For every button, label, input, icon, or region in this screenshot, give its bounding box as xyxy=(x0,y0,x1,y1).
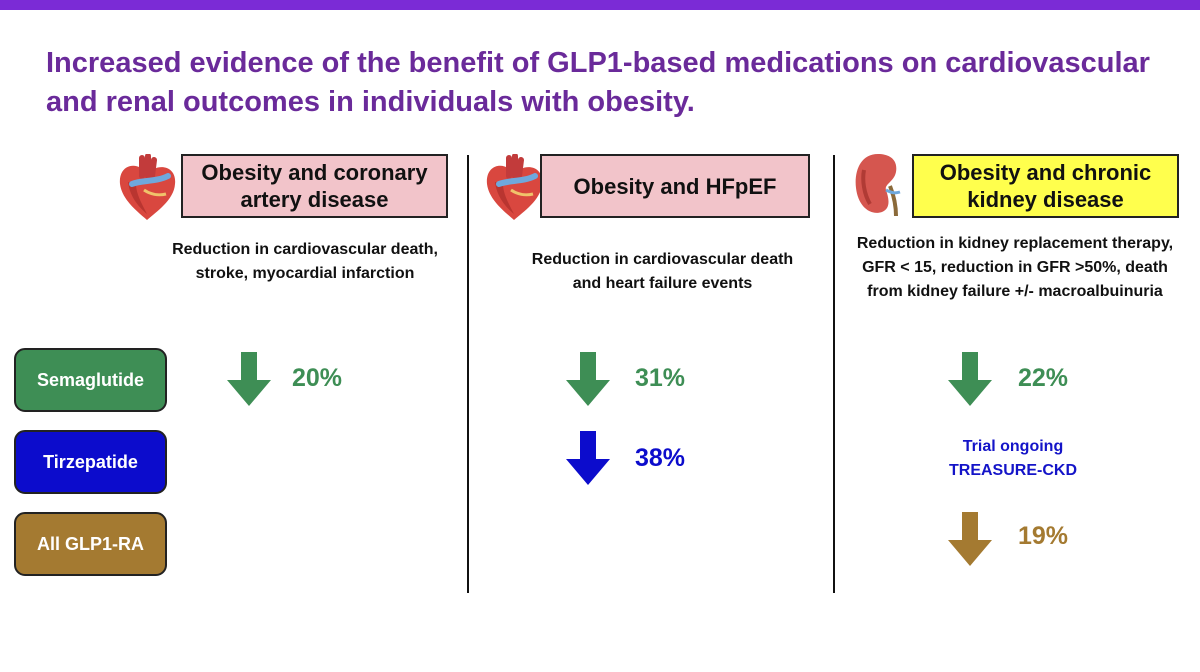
result-coronary-semaglutide: 20% xyxy=(292,364,343,392)
column-description-ckd: Reduction in kidney replacement therapy,… xyxy=(856,235,1174,300)
top-accent-bar xyxy=(0,0,1200,10)
result-ckd-semaglutide: 22% xyxy=(1018,364,1069,392)
heart-icon xyxy=(486,154,543,220)
down-arrow-icon xyxy=(948,512,992,566)
heart-icon xyxy=(119,154,176,220)
down-arrow-icon xyxy=(948,352,992,406)
result-hfpef-tirzepatide: 38% xyxy=(635,444,686,472)
result-ckd-tirzepatide-note-line2: TREASURE-CKD xyxy=(949,462,1077,479)
drug-label-semaglutide: Semaglutide xyxy=(14,348,167,412)
column-header-ckd: Obesity and chronic kidney disease xyxy=(912,154,1179,218)
down-arrow-icon xyxy=(566,431,610,485)
drug-label-all-glp1ra: All GLP1-RA xyxy=(14,512,167,576)
column-divider-2 xyxy=(833,155,835,593)
result-ckd-tirzepatide-note-line1: Trial ongoing xyxy=(962,438,1064,455)
column-header-hfpef: Obesity and HFpEF xyxy=(540,154,810,218)
result-hfpef-semaglutide: 31% xyxy=(635,364,686,392)
column-description-hfpef: Reduction in cardiovascular death and he… xyxy=(531,251,794,292)
column-divider-1 xyxy=(467,155,469,593)
result-ckd-all-glp1ra: 19% xyxy=(1018,522,1069,550)
column-description-coronary: Reduction in cardiovascular death, strok… xyxy=(172,241,438,282)
drug-label-tirzepatide: Tirzepatide xyxy=(14,430,167,494)
column-header-coronary: Obesity and coronary artery disease xyxy=(181,154,448,218)
kidney-icon xyxy=(855,154,901,217)
down-arrow-icon xyxy=(566,352,610,406)
slide-title: Increased evidence of the benefit of GLP… xyxy=(46,47,1150,118)
down-arrow-icon xyxy=(227,352,271,406)
